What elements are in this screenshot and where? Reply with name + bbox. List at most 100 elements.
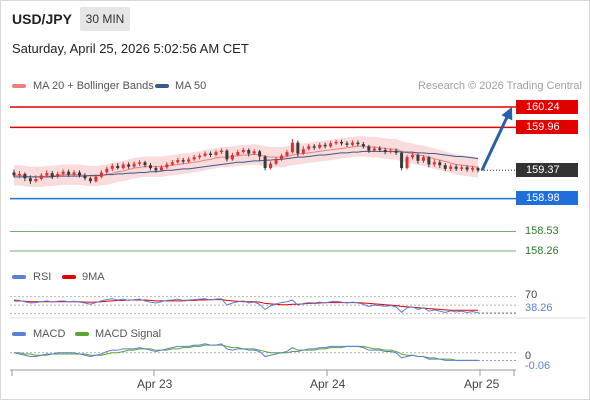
timeframe-button[interactable]: 30 MIN [80, 7, 130, 31]
timestamp: Saturday, April 25, 2026 5:02:56 AM CET [12, 41, 249, 56]
candle-body [443, 165, 447, 169]
candle-body [192, 157, 196, 160]
rsi-ma-legend-swatch [62, 275, 76, 279]
candle-body [361, 144, 365, 147]
candle-body [438, 162, 442, 166]
macd-signal-line [14, 344, 478, 361]
candle-body [39, 175, 43, 179]
candle-body [61, 171, 65, 174]
candle-body [427, 157, 431, 165]
candle-body [236, 152, 240, 155]
candle-body [460, 167, 464, 169]
candle-body [154, 168, 158, 171]
rsi-line [13, 298, 479, 314]
candle-body [400, 152, 404, 169]
level-label-158-98: 158.98 [516, 191, 578, 205]
candle-body [290, 142, 294, 153]
candle-body [116, 165, 120, 169]
candle-body [176, 160, 180, 163]
candle-body [340, 141, 344, 144]
level-label-158-53: 158.53 [525, 225, 559, 237]
candle-body [148, 165, 152, 169]
candle-body [72, 172, 76, 175]
ma20-line [14, 145, 479, 178]
candle-body [389, 150, 393, 153]
macd-signal-legend-label: MACD Signal [95, 328, 162, 340]
candle-body [405, 157, 409, 169]
candle-body [230, 155, 234, 160]
candle-body [269, 163, 273, 169]
candle-body [410, 155, 414, 158]
rsi-legend-label: RSI [33, 271, 52, 283]
candle-body [263, 156, 267, 169]
candle-body [165, 164, 169, 168]
rsi-level-70-label: 70 [525, 289, 538, 301]
x-tick-apr23: Apr 23 [137, 377, 173, 391]
macd-legend-label: MACD [33, 328, 66, 340]
candle-body [17, 173, 21, 176]
candle-body [132, 163, 136, 167]
candle-body [88, 178, 92, 182]
pair-title: USD/JPY [12, 11, 72, 27]
bollinger-legend-swatch [12, 84, 26, 88]
rsi-ma-legend-label: 9MA [82, 271, 105, 283]
candle-body [127, 164, 131, 167]
candle-body [219, 150, 223, 153]
candle-body [78, 172, 82, 176]
level-label-158-26: 158.26 [525, 245, 559, 257]
credit-text: Research © 2026 Trading Central [417, 80, 582, 92]
candle-body [110, 165, 114, 169]
candle-body [258, 151, 262, 157]
candle-body [296, 142, 300, 154]
candle-body [143, 162, 147, 166]
candle-body [301, 149, 305, 154]
bollinger-legend-label: MA 20 + Bollinger Bands [33, 80, 154, 92]
candle-body [181, 160, 185, 162]
candle-body [67, 171, 71, 175]
candle-body [329, 143, 333, 147]
candle-body [471, 168, 475, 170]
ma50-line [14, 150, 479, 178]
candle-body [383, 149, 387, 153]
macd-line [13, 343, 478, 361]
candle-body [105, 168, 109, 173]
candle-body [50, 173, 54, 177]
trend-arrow-head [501, 107, 513, 121]
x-tick-apr25: Apr 25 [464, 377, 500, 391]
candle-body [421, 157, 425, 161]
level-label-160-24: 160.24 [516, 100, 578, 114]
rsi-value-label: 38.26 [525, 302, 553, 314]
candle-body [252, 151, 256, 154]
candle-body [378, 148, 382, 150]
candle-body [285, 152, 289, 156]
macd-legend-swatch [12, 332, 26, 336]
candle-body [138, 162, 142, 164]
current-price-label: 159.37 [516, 163, 578, 177]
candle-body [12, 172, 16, 176]
macd-signal-legend-swatch [75, 332, 89, 336]
candle-body [170, 162, 174, 165]
candle-body [312, 146, 316, 148]
candle-body [94, 176, 98, 182]
macd-zero-label: 0 [525, 350, 532, 362]
candle-body [323, 144, 327, 147]
ma50-legend-swatch [155, 84, 169, 88]
rsi-legend-swatch [12, 275, 26, 279]
candle-body [449, 166, 453, 169]
candle-body [225, 150, 229, 160]
candle-body [279, 155, 283, 160]
ma50-legend-label: MA 50 [175, 80, 207, 92]
candle-body [432, 162, 436, 165]
candle-body [56, 173, 60, 177]
candle-body [394, 150, 398, 153]
candle-body [83, 175, 87, 179]
candle-body [454, 166, 458, 169]
level-label-159-96: 159.96 [516, 120, 578, 134]
candle-body [476, 168, 480, 171]
macd-value-label: -0.06 [525, 360, 551, 372]
candle-body [334, 141, 338, 144]
candle-body [345, 143, 349, 145]
candle-body [241, 149, 245, 153]
trend-arrow-shaft [480, 114, 510, 171]
